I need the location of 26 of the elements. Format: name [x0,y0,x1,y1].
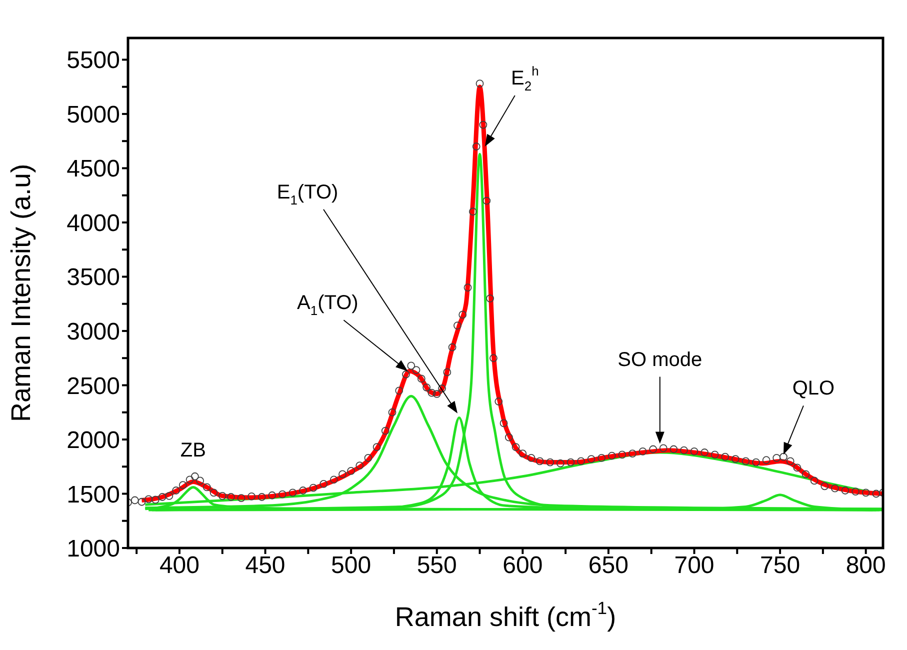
x-tick-label: 600 [502,552,543,580]
y-tick-label: 1500 [66,481,120,508]
annotation: ZB [180,440,206,462]
x-tick-label: 750 [760,552,800,580]
x-tick-label: 700 [674,552,714,580]
y-tick-label: 4000 [66,210,120,237]
y-axis-title: Raman Intensity (a.u) [6,164,36,422]
y-tick-label: 2000 [66,427,120,454]
y-tick-label: 4500 [66,156,120,183]
x-tick-label: 550 [416,552,457,580]
annotation: E$_{1}$(TO) [276,181,338,208]
y-tick-label: 5500 [66,47,120,74]
y-tick-label: 5000 [66,101,120,128]
x-tick-label: 800 [846,552,886,580]
y-tick-label: 2500 [66,372,120,400]
x-tick-label: 650 [588,552,628,580]
x-tick-label: 450 [245,552,286,580]
y-tick-label: 1000 [66,536,120,563]
y-tick-label: 3000 [66,318,120,346]
x-tick-label: 500 [331,552,372,580]
x-tick-label: 400 [159,552,200,580]
annotation: A$_{1}$(TO) [297,292,358,318]
y-tick-label: 3500 [66,264,120,292]
annotation: QLO [792,378,835,400]
x-axis-title: Raman shift (cm$^{-1}$) [394,598,616,632]
annotation: SO mode [618,348,702,371]
